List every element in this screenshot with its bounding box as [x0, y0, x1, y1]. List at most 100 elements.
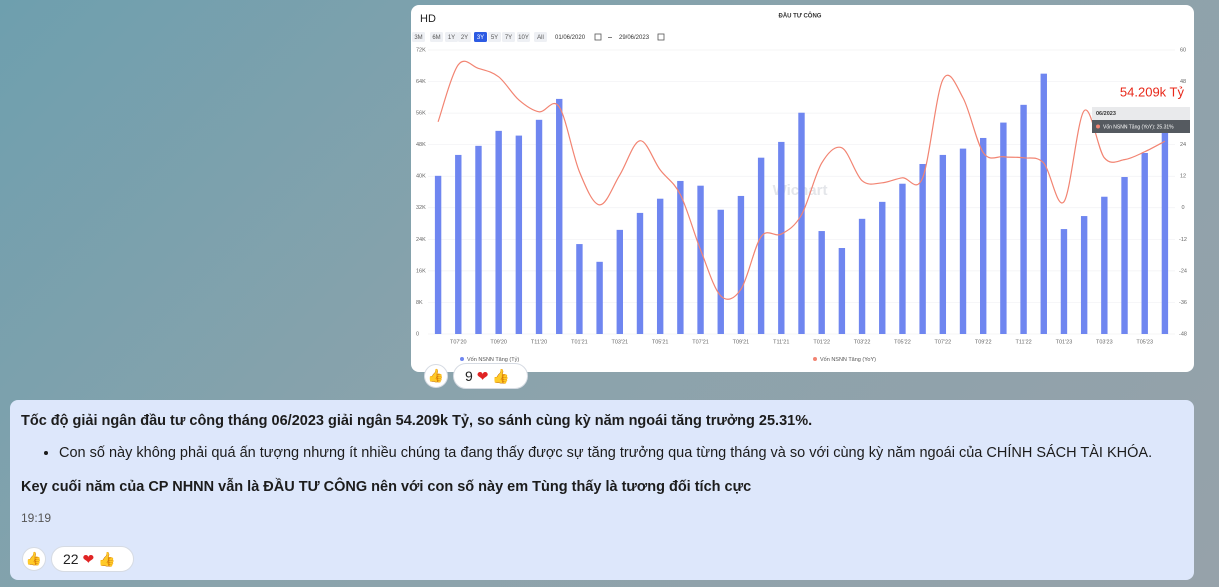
- line: [437, 60, 1166, 300]
- x-tick-label: T07'21: [692, 339, 709, 345]
- y-tick-label: 48K: [416, 142, 426, 148]
- range-button-label: 5Y: [491, 35, 498, 41]
- bar: [919, 163, 926, 334]
- bar: [616, 229, 623, 334]
- range-button-label: 10Y: [518, 35, 529, 41]
- tooltip-label: Vốn NSNN Tăng (YoY): 25.31%: [1103, 124, 1174, 130]
- y-tick-label: 40K: [416, 174, 426, 180]
- ticker: HD: [420, 13, 436, 25]
- x-tick-label: T05'21: [652, 339, 669, 345]
- legend-label: Vốn NSNN Tăng (YoY): [820, 357, 876, 363]
- bar: [798, 112, 805, 334]
- message: Tốc độ giải ngân đầu tư công tháng 06/20…: [10, 400, 1194, 580]
- x-tick-label: T09'21: [733, 339, 750, 345]
- range-button[interactable]: [445, 32, 458, 42]
- message-time: 19:19: [21, 511, 52, 525]
- range-button-label: 3Y: [477, 35, 484, 41]
- chart-card: HD ĐẦU TƯ CÔNG 3M 6M 1Y 2Y 3Y 5Y 7Y 10Y All 01/06/2…: [411, 5, 1194, 372]
- tooltip-value: 54.209k Tỷ: [1120, 84, 1185, 99]
- x-tick-label: T11'20: [531, 339, 547, 345]
- range-button[interactable]: [474, 32, 487, 42]
- bar: [556, 98, 563, 335]
- y-tick-label: 16K: [416, 268, 426, 274]
- bar: [1060, 229, 1068, 334]
- y2-tick-label: -48: [1179, 331, 1187, 337]
- range-button[interactable]: [412, 32, 425, 42]
- tooltip-body: [1092, 120, 1190, 133]
- bar: [1141, 152, 1148, 334]
- bar: [495, 130, 502, 334]
- y2-tick-label: 48: [1180, 79, 1186, 85]
- y-tick-label: 72K: [416, 47, 426, 53]
- range-button[interactable]: [517, 32, 530, 42]
- bar: [858, 218, 866, 334]
- tooltip-marker: [1096, 124, 1100, 129]
- range-button-label: 3M: [414, 35, 422, 41]
- bar: [980, 137, 987, 334]
- y-tick-label: 0: [416, 331, 419, 337]
- bar: [697, 185, 704, 334]
- y2-tick-label: 0: [1181, 205, 1184, 211]
- range-button[interactable]: [430, 32, 443, 42]
- x-tick-label: T03'23: [1096, 339, 1113, 345]
- range-button[interactable]: [502, 32, 515, 42]
- x-tick-label: T09'20: [490, 339, 507, 345]
- bar: [1121, 177, 1128, 334]
- bar: [475, 145, 482, 334]
- bar: [1000, 122, 1007, 334]
- bar: [1161, 120, 1169, 334]
- y2-tick-label: -24: [1179, 268, 1187, 274]
- bar: [515, 135, 523, 334]
- calendar-icon: [594, 33, 602, 41]
- y-tick-label: 56K: [416, 111, 426, 117]
- bar: [818, 231, 825, 334]
- y-tick-label: 8K: [416, 300, 423, 306]
- y2-tick-label: 12: [1180, 174, 1186, 180]
- range-button[interactable]: [458, 32, 471, 42]
- message-text: Tốc độ giải ngân đầu tư công tháng 06/20…: [21, 413, 813, 429]
- bar: [596, 261, 603, 334]
- y2-tick-label: -12: [1179, 237, 1187, 243]
- reaction-count[interactable]: 9 ❤ 👍: [453, 363, 528, 389]
- bar: [1040, 73, 1047, 335]
- range-button-label: 7Y: [505, 35, 512, 41]
- chart: HD ĐẦU TƯ CÔNG 3M 6M 1Y 2Y 3Y 5Y 7Y 10Y All 01/06/2…: [412, 12, 1190, 363]
- bar: [455, 154, 462, 334]
- bar: [717, 209, 724, 334]
- calendar-icon: [657, 33, 665, 41]
- bar: [879, 201, 886, 334]
- date-to: 29/06/2023: [619, 35, 650, 41]
- bar: [656, 198, 664, 334]
- bar: [757, 157, 765, 334]
- range-button[interactable]: [534, 32, 547, 42]
- bar: [1080, 216, 1088, 334]
- bar: [1101, 196, 1108, 334]
- reaction-count[interactable]: 22 ❤ 👍: [51, 546, 134, 572]
- bar: [737, 195, 745, 334]
- y2-tick-label: -36: [1179, 300, 1187, 306]
- bar: [939, 154, 947, 334]
- bar: [1020, 104, 1027, 334]
- x-tick-label: T01'21: [571, 339, 588, 345]
- bar: [838, 248, 846, 334]
- range-button-label: 1Y: [448, 35, 455, 41]
- x-tick-label: T11'22: [1015, 339, 1031, 345]
- date-from: 01/06/2020: [555, 35, 586, 41]
- x-tick-label: T07'20: [450, 339, 467, 345]
- x-tick-label: T03'22: [854, 339, 871, 345]
- bar: [434, 175, 442, 334]
- y2-tick-label: 24: [1180, 142, 1186, 148]
- bar: [899, 183, 906, 334]
- x-tick-label: T01'22: [813, 339, 830, 345]
- bar: [677, 180, 684, 334]
- like-button[interactable]: 👍: [22, 547, 46, 571]
- message-text: Key cuối năm của CP NHNN vẫn là ĐẦU TƯ C…: [21, 479, 752, 495]
- x-tick-label: T03'21: [611, 339, 628, 345]
- like-button[interactable]: 👍: [424, 364, 448, 388]
- range-button[interactable]: [488, 32, 501, 42]
- y-tick-label: 64K: [416, 79, 426, 85]
- message-bullet: Con số này không phải quá ấn tượng nhưng…: [59, 445, 1183, 461]
- tooltip-date: 06/2023: [1096, 111, 1116, 117]
- range-button-label: 2Y: [461, 35, 468, 41]
- legend-marker: [460, 357, 464, 361]
